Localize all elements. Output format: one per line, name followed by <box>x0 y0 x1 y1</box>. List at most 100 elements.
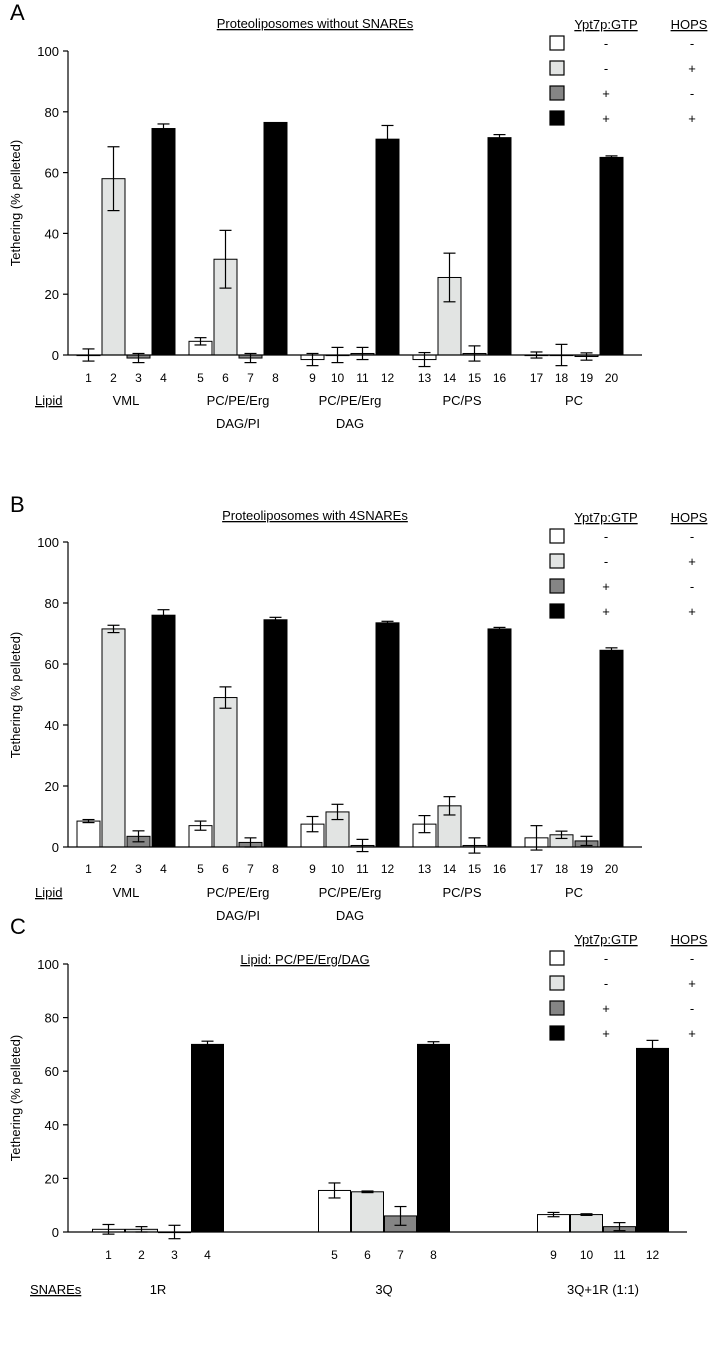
bar <box>263 121 288 356</box>
bar-number-label: 5 <box>331 1248 338 1262</box>
legend-hops-value: - <box>690 951 694 966</box>
group-label: PC/PE/Erg <box>319 885 382 900</box>
panel-letter: A <box>10 0 25 25</box>
bar-number-label: 15 <box>468 371 482 385</box>
bar-number-label: 13 <box>418 371 432 385</box>
legend-swatch <box>549 110 565 126</box>
bar-number-label: 7 <box>247 862 254 876</box>
legend-header-hops: HOPS <box>671 17 708 32</box>
group-label-line2: DAG <box>336 416 364 431</box>
bar <box>151 128 176 356</box>
bar <box>487 628 512 848</box>
bar-number-label: 11 <box>613 1248 626 1262</box>
legend-swatch <box>549 578 565 594</box>
legend-swatch <box>549 553 565 569</box>
bar-number-label: 18 <box>555 862 569 876</box>
bar <box>351 1191 384 1233</box>
bar-number-label: 1 <box>105 1248 112 1262</box>
bar <box>76 820 101 848</box>
legend-swatch <box>549 528 565 544</box>
y-tick-label: 80 <box>45 596 59 611</box>
group-label: PC/PE/Erg <box>319 393 382 408</box>
group-label-line2: DAG <box>336 908 364 923</box>
panel-A: A Proteoliposomes without SNAREs Tethering… <box>8 0 708 431</box>
group-label: PC/PS <box>442 393 481 408</box>
panel-letter: B <box>10 492 25 517</box>
legend-swatch <box>549 60 565 76</box>
bar-number-label: 17 <box>530 371 544 385</box>
group-label: PC <box>565 393 583 408</box>
bar-number-label: 4 <box>160 371 167 385</box>
bar-number-label: 19 <box>580 862 594 876</box>
bar-number-label: 9 <box>550 1248 557 1262</box>
group-axis-label: Lipid <box>35 885 62 900</box>
y-tick-label: 60 <box>45 1064 59 1079</box>
y-tick-label: 60 <box>45 166 59 181</box>
group-label: PC/PE/Erg <box>207 885 270 900</box>
bar-number-label: 2 <box>110 371 117 385</box>
legend-hops-value: + <box>688 554 696 569</box>
y-tick-label: 100 <box>37 44 59 59</box>
bar-number-label: 4 <box>204 1248 211 1262</box>
bar-number-label: 10 <box>580 1248 594 1262</box>
legend-ypt7p-value: - <box>604 529 608 544</box>
group-label: PC/PS <box>442 885 481 900</box>
bar-number-label: 3 <box>171 1248 178 1262</box>
y-axis-label: Tethering (% pelleted) <box>8 632 23 758</box>
bar <box>375 622 400 848</box>
y-axis-label: Tethering (% pelleted) <box>8 140 23 266</box>
group-axis-label: Lipid <box>35 393 62 408</box>
bar <box>191 1043 224 1233</box>
bar-number-label: 20 <box>605 862 619 876</box>
group-label: VML <box>113 885 140 900</box>
bar-number-label: 7 <box>397 1248 404 1262</box>
legend-ypt7p-value: + <box>602 86 610 101</box>
bar-number-label: 2 <box>110 862 117 876</box>
group-label: 1R <box>150 1282 167 1297</box>
group-label: 3Q <box>375 1282 392 1297</box>
legend-ypt7p-value: + <box>602 111 610 126</box>
legend-swatch <box>549 1000 565 1016</box>
legend-ypt7p-value: + <box>602 579 610 594</box>
bar-number-label: 3 <box>135 371 142 385</box>
legend-header-ypt7p: Ypt7p:GTP <box>574 17 637 32</box>
y-tick-label: 20 <box>45 287 59 302</box>
bar <box>570 1214 603 1233</box>
bar <box>213 697 238 848</box>
legend-header-ypt7p: Ypt7p:GTP <box>574 510 637 525</box>
y-tick-label: 40 <box>45 718 59 733</box>
y-axis-label: Tethering (% pelleted) <box>8 1035 23 1161</box>
legend-swatch <box>549 35 565 51</box>
legend-ypt7p-value: + <box>602 1026 610 1041</box>
bar-number-label: 7 <box>247 371 254 385</box>
legend-ypt7p-value: - <box>604 554 608 569</box>
panel-C: C Lipid: PC/PE/Erg/DAG Tethering (% pellet… <box>8 914 708 1297</box>
legend-hops-value: - <box>690 86 694 101</box>
bar-number-label: 13 <box>418 862 432 876</box>
legend-ypt7p-value: - <box>604 951 608 966</box>
bar-number-label: 12 <box>646 1248 660 1262</box>
bar-number-label: 12 <box>381 862 395 876</box>
bar-number-label: 11 <box>356 371 369 385</box>
bar <box>636 1047 669 1233</box>
bar-number-label: 2 <box>138 1248 145 1262</box>
bar <box>487 137 512 356</box>
bar-number-label: 14 <box>443 862 457 876</box>
bar-number-label: 5 <box>197 862 204 876</box>
bar <box>101 628 126 848</box>
bar-number-label: 8 <box>272 862 279 876</box>
legend-hops-value: + <box>688 976 696 991</box>
group-label: 3Q+1R (1:1) <box>567 1282 639 1297</box>
legend-hops-value: - <box>690 36 694 51</box>
bar-number-label: 8 <box>272 371 279 385</box>
bar-number-label: 4 <box>160 862 167 876</box>
legend-hops-value: - <box>690 529 694 544</box>
legend-ypt7p-value: - <box>604 976 608 991</box>
bar-number-label: 10 <box>331 862 345 876</box>
bar-number-label: 9 <box>309 371 316 385</box>
legend-ypt7p-value: - <box>604 61 608 76</box>
bar-number-label: 20 <box>605 371 619 385</box>
bar <box>417 1043 450 1233</box>
legend: Ypt7p:GTP HOPS - - - + + - + + <box>549 17 708 126</box>
bar <box>599 649 624 848</box>
